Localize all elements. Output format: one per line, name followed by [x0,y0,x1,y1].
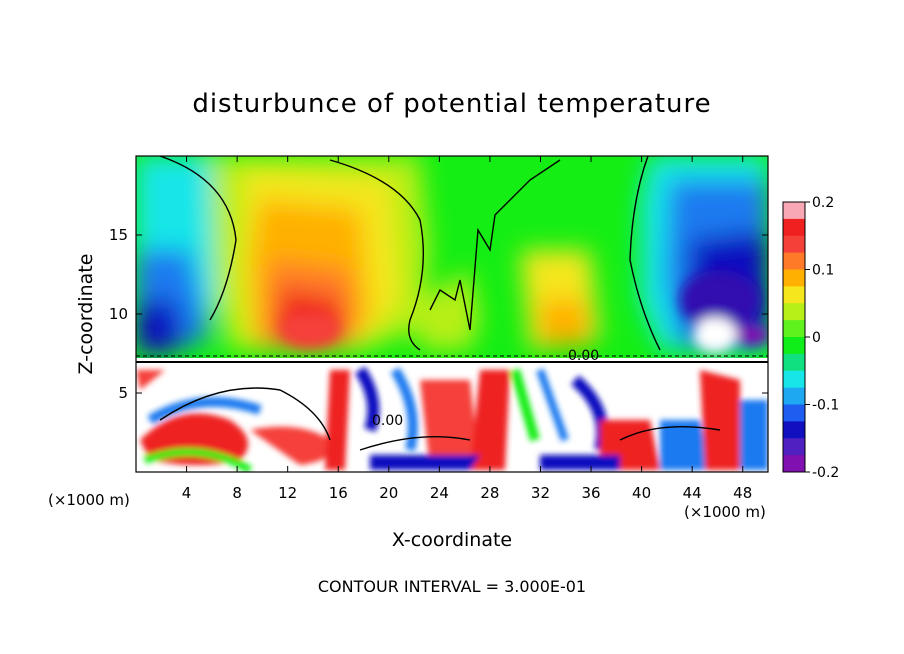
colorbar-swatch [783,370,805,389]
x-tick-label: 12 [278,484,297,502]
colorbar-swatch [783,235,805,254]
colorbar-swatch [783,303,805,321]
colorbar-tick-label: 0 [812,330,821,346]
colorbar-ticks: 0.2 0.1 0 -0.1 -0.2 [805,195,839,481]
x-tick-label: 16 [329,484,348,502]
x-axis-unit-right: (×1000 m) [684,503,766,521]
contour-interval-note: CONTOUR INTERVAL = 3.000E-01 [318,577,586,596]
x-axis: 4 8 12 16 20 24 28 32 36 40 44 48 [182,156,752,502]
y-axis-label: Z-coordinate [75,254,97,375]
colorbar-tick-label: -0.2 [812,465,839,481]
colorbar-swatch [783,202,805,220]
chart-title: disturbunce of potential temperature [192,89,711,119]
colorbar-swatch [783,218,805,237]
x-axis-label: X-coordinate [392,529,512,551]
x-tick-label: 48 [733,484,752,502]
field-lower-streaks [136,366,768,472]
field-upper-accents [280,270,768,353]
y-tick-label: 5 [118,384,128,402]
colorbar-swatch [783,269,805,287]
x-tick-label: 36 [581,484,600,502]
contour-label-a: 0.00 [568,348,599,364]
colorbar-swatch [783,404,805,422]
colorbar-swatch [783,387,805,405]
x-tick-label: 32 [531,484,550,502]
colorbar-swatch [783,286,805,304]
colorbar-swatch [783,252,805,270]
x-tick-label: 20 [379,484,398,502]
colorbar-swatch [783,320,805,338]
colorbar-swatch [783,455,805,473]
contour-lines [136,156,768,451]
colorbar-tick-label: 0.1 [812,263,834,279]
x-tick-label: 8 [232,484,242,502]
colorbar-tick-label: -0.1 [812,398,839,414]
plot-area [136,156,768,472]
colorbar-tick-label: 0.2 [812,195,834,211]
x-tick-label: 44 [683,484,702,502]
colorbar-swatch [783,353,805,372]
colorbar [783,202,805,473]
contour-label-b: 0.00 [372,413,403,429]
colorbar-swatch [783,438,805,456]
x-tick-label: 28 [480,484,499,502]
x-axis-unit-left: (×1000 m) [48,491,130,509]
y-tick-label: 15 [109,226,128,244]
y-axis: 5 10 15 [109,226,768,402]
x-tick-label: 40 [632,484,651,502]
colorbar-swatch [783,337,805,355]
x-tick-label: 4 [182,484,192,502]
colorbar-swatch [783,421,805,439]
x-tick-label: 24 [430,484,449,502]
y-tick-label: 10 [109,305,128,323]
